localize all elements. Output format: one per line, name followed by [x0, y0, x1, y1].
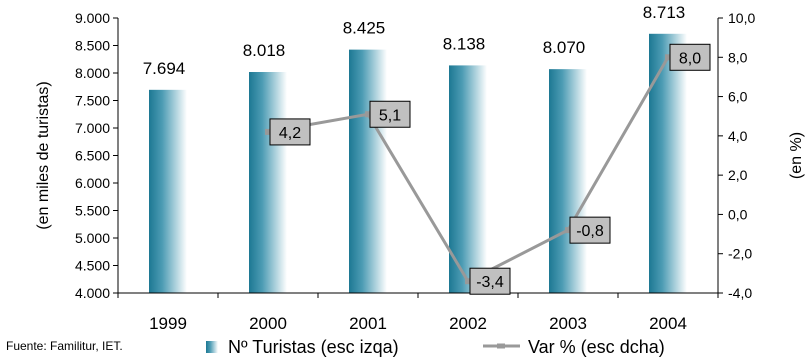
- bar-value-label-2000: 8.018: [243, 41, 286, 60]
- point-label-2003: -0,8: [576, 223, 604, 240]
- line-point-2003: [565, 227, 571, 234]
- y-tick-label: 6.500: [75, 148, 110, 164]
- legend-label-bars: Nº Turistas (esc izqa): [228, 337, 399, 357]
- data-labels: 7.694 8.018 8.425 8.138 8.070 8.713 4,2 5,1 -3,4…: [143, 3, 711, 295]
- y-tick-label: 5.500: [75, 203, 110, 219]
- bar-2002: [449, 65, 487, 293]
- line-point-2004: [665, 54, 671, 61]
- point-label-2004: 8,0: [679, 50, 701, 67]
- point-label-box-2003: [569, 216, 611, 244]
- bar-2004: [649, 33, 687, 293]
- legend: Nº Turistas (esc izqa) Var % (esc dcha): [206, 337, 665, 357]
- y2-tick-label: -4,0: [728, 285, 752, 301]
- y-tick-label: 5.000: [75, 230, 110, 246]
- y2-tick-label: 4,0: [728, 128, 748, 144]
- bar-value-label-2002: 8.138: [443, 34, 486, 53]
- bar-value-label-2003: 8.070: [543, 38, 586, 57]
- x-tick-label: 2003: [549, 314, 587, 333]
- y2-axis-title: (en %): [788, 132, 805, 179]
- point-label-2002: -3,4: [476, 274, 504, 291]
- legend-swatch-bars: [206, 341, 218, 353]
- x-tick-label: 1999: [149, 314, 187, 333]
- point-label-box-2002: [469, 267, 511, 295]
- y2-tick-label: 8,0: [728, 49, 748, 65]
- bar-value-label-2004: 8.713: [643, 3, 686, 22]
- y2-tick-label: 0,0: [728, 206, 748, 222]
- y2-tick-label: 2,0: [728, 167, 748, 183]
- y2-tick-label: -2,0: [728, 246, 752, 262]
- y-tick-label: 8.500: [75, 38, 110, 54]
- bar-2001: [349, 49, 387, 293]
- x-tick-label: 2001: [349, 314, 387, 333]
- y-tick-label: 4.500: [75, 258, 110, 274]
- bar-series: [149, 33, 687, 294]
- y-tick-label: 9.000: [75, 10, 110, 26]
- legend-label-line: Var % (esc dcha): [528, 337, 665, 357]
- bar-value-label-2001: 8.425: [343, 19, 386, 38]
- point-label-2001: 5,1: [379, 107, 401, 124]
- x-tick-label: 2002: [449, 314, 487, 333]
- point-label-box-2004: [669, 43, 711, 71]
- y-tick-label: 6.000: [75, 175, 110, 191]
- y-tick-label: 7.500: [75, 93, 110, 109]
- source-note: Fuente: Familitur, IET.: [6, 339, 123, 353]
- bar-value-label-1999: 7.694: [143, 59, 186, 78]
- axes: 4.000 4.500 5.000 5.500 6.000 6.500 7.000 7.500…: [75, 10, 756, 333]
- y2-tick-label: 6,0: [728, 89, 748, 105]
- line-point-2001: [365, 111, 371, 118]
- y-tick-label: 8.000: [75, 65, 110, 81]
- x-tick-label: 2004: [649, 314, 687, 333]
- bar-2003: [549, 69, 587, 294]
- x-tick-label: 2000: [249, 314, 287, 333]
- line-point-2000: [265, 128, 271, 135]
- line-point-2002: [465, 278, 471, 285]
- bar-2000: [249, 72, 287, 293]
- y-tick-label: 7.000: [75, 120, 110, 136]
- bar-1999: [149, 89, 187, 293]
- y-axis-title: (en miles de turistas): [35, 81, 52, 230]
- y-tick-label: 4.000: [75, 285, 110, 301]
- line-series: [265, 54, 671, 285]
- point-label-box-2000: [269, 118, 311, 146]
- y2-tick-label: 10,0: [728, 10, 755, 26]
- point-label-2000: 4,2: [279, 125, 301, 142]
- point-label-box-2001: [369, 100, 411, 128]
